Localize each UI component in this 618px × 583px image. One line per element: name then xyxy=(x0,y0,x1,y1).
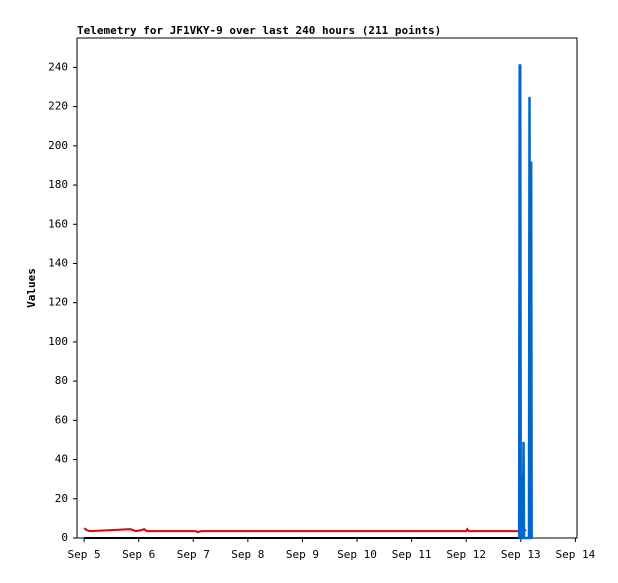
y-tick-label: 200 xyxy=(48,139,68,152)
y-tick-label: 40 xyxy=(55,453,68,466)
series-line xyxy=(517,64,533,540)
x-tick-label: Sep 11 xyxy=(392,548,432,561)
x-tick-label: Sep 7 xyxy=(177,548,210,561)
y-tick-label: 220 xyxy=(48,100,68,113)
y-tick-label: 120 xyxy=(48,296,68,309)
x-tick-label: Sep 14 xyxy=(555,548,595,561)
y-tick-label: 80 xyxy=(55,374,68,387)
x-tick-label: Sep 9 xyxy=(286,548,319,561)
y-tick-label: 140 xyxy=(48,256,68,269)
y-axis-label: Values xyxy=(25,268,38,308)
x-tick-label: Sep 6 xyxy=(122,548,155,561)
y-tick-label: 160 xyxy=(48,217,68,230)
x-tick-label: Sep 10 xyxy=(337,548,377,561)
y-tick-label: 0 xyxy=(61,531,68,544)
x-tick-label: Sep 12 xyxy=(446,548,486,561)
chart-title: Telemetry for JF1VKY-9 over last 240 hou… xyxy=(77,24,441,37)
y-tick-label: 240 xyxy=(48,60,68,73)
series-line xyxy=(83,527,527,534)
y-tick-label: 60 xyxy=(55,413,68,426)
y-tick-label: 100 xyxy=(48,335,68,348)
y-tick-label: 180 xyxy=(48,178,68,191)
y-tick-label: 20 xyxy=(55,492,68,505)
x-tick-label: Sep 8 xyxy=(231,548,264,561)
x-tick-label: Sep 5 xyxy=(68,548,101,561)
x-tick-label: Sep 13 xyxy=(501,548,541,561)
